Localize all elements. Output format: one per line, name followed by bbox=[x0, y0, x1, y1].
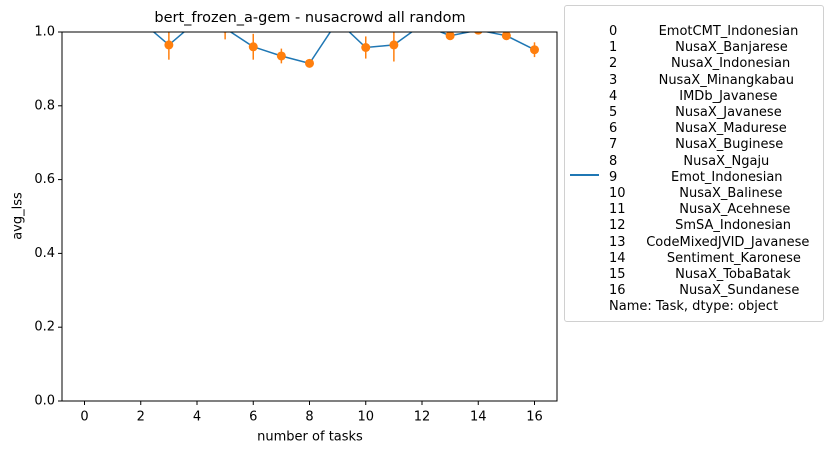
y-tick-label: 0.4 bbox=[34, 246, 55, 261]
y-axis-label: avg_lss bbox=[11, 192, 26, 240]
x-tick-label: 10 bbox=[357, 410, 374, 425]
x-tick-label: 16 bbox=[526, 410, 543, 425]
legend-line bbox=[570, 174, 599, 176]
y-tick-label: 0.2 bbox=[34, 320, 55, 335]
legend-label: 0 EmotCMT_Indonesian 1 NusaX_Banjarese 2… bbox=[609, 24, 810, 315]
plot-area bbox=[80, 16, 539, 68]
x-tick-label: 4 bbox=[193, 410, 201, 425]
point bbox=[276, 51, 286, 61]
line bbox=[152, 32, 535, 65]
point bbox=[501, 32, 511, 41]
x-tick-label: 2 bbox=[137, 410, 145, 425]
x-tick-label: 8 bbox=[305, 410, 313, 425]
point bbox=[248, 42, 258, 52]
y-tick-label: 0.8 bbox=[34, 98, 55, 113]
point bbox=[80, 20, 89, 29]
point bbox=[530, 45, 539, 55]
axes-frame bbox=[61, 31, 558, 402]
x-tick-label: 14 bbox=[470, 410, 487, 425]
point bbox=[136, 16, 145, 25]
x-tick-label: 0 bbox=[80, 410, 88, 425]
y-tick-label: 0.0 bbox=[34, 394, 55, 409]
y-tick-label: 0.6 bbox=[34, 172, 55, 187]
point bbox=[445, 32, 455, 41]
x-tick-label: 6 bbox=[249, 410, 257, 425]
point bbox=[305, 58, 314, 68]
point bbox=[361, 42, 371, 52]
x-tick-label: 12 bbox=[414, 410, 431, 425]
y-tick-label: 1.0 bbox=[34, 25, 55, 40]
point bbox=[474, 32, 483, 35]
chart-title: bert_frozen_a-gem - nusacrowd all random bbox=[154, 10, 465, 26]
point bbox=[164, 40, 174, 50]
point bbox=[108, 20, 117, 29]
point bbox=[389, 40, 399, 50]
x-axis-label: number of tasks bbox=[257, 430, 363, 445]
legend: 0 EmotCMT_Indonesian 1 NusaX_Banjarese 2… bbox=[564, 5, 824, 322]
